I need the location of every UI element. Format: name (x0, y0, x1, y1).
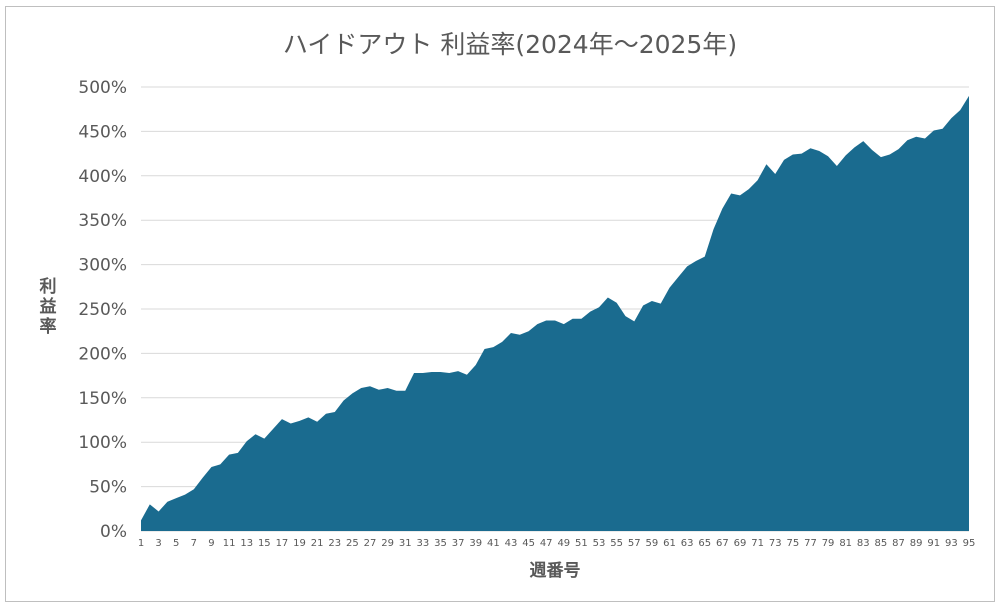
y-axis-label-char: 益 (40, 296, 57, 317)
y-axis-label-char: 利 (40, 276, 57, 297)
y-tick-label: 450% (78, 122, 127, 142)
y-axis-label: 利益率 (40, 276, 57, 337)
x-tick-label: 35 (434, 538, 447, 549)
x-tick-label: 87 (892, 538, 905, 549)
x-tick-label: 47 (540, 538, 553, 549)
x-tick-label: 13 (240, 538, 253, 549)
x-tick-label: 37 (452, 538, 465, 549)
y-tick-labels: 0% 50% 100% 150% 200% 250% 300% 350% 400% 450% 500… (78, 78, 127, 542)
x-tick-label: 29 (381, 538, 394, 549)
x-tick-label: 43 (505, 538, 518, 549)
profit-rate-area (141, 95, 969, 531)
x-tick-label: 21 (311, 538, 324, 549)
x-tick-label: 1 (138, 538, 144, 549)
y-tick-label: 100% (78, 433, 127, 453)
x-axis-label: 週番号 (530, 561, 581, 581)
y-tick-label: 250% (78, 300, 127, 320)
x-tick-label: 11 (223, 538, 236, 549)
x-tick-label: 19 (293, 538, 306, 549)
x-tick-label: 17 (276, 538, 289, 549)
y-tick-label: 400% (78, 167, 127, 187)
x-tick-label: 61 (663, 538, 676, 549)
chart-title: ハイドアウト 利益率(2024年～2025年) (283, 30, 737, 59)
x-tick-label: 53 (593, 538, 606, 549)
x-tick-label: 9 (208, 538, 214, 549)
x-tick-label: 3 (155, 538, 161, 549)
x-tick-label: 31 (399, 538, 412, 549)
x-tick-label: 55 (610, 538, 623, 549)
x-tick-label: 69 (734, 538, 747, 549)
x-tick-label: 57 (628, 538, 641, 549)
x-tick-labels: 1 3 5 7 9 11 13 15 17 19 21 23 25 27 29 31 33 35 37 39 41 43 4… (138, 538, 976, 549)
x-tick-label: 95 (963, 538, 976, 549)
x-tick-label: 25 (346, 538, 359, 549)
y-tick-label: 350% (78, 211, 127, 231)
x-tick-label: 5 (173, 538, 179, 549)
y-tick-label: 0% (100, 522, 127, 542)
x-tick-label: 73 (769, 538, 782, 549)
x-tick-label: 75 (786, 538, 799, 549)
y-tick-label: 150% (78, 389, 127, 409)
x-tick-label: 27 (364, 538, 377, 549)
x-tick-label: 59 (646, 538, 659, 549)
x-tick-label: 51 (575, 538, 588, 549)
x-tick-label: 41 (487, 538, 500, 549)
x-tick-label: 33 (417, 538, 430, 549)
x-tick-label: 93 (945, 538, 958, 549)
x-tick-label: 67 (716, 538, 729, 549)
x-tick-label: 15 (258, 538, 271, 549)
x-tick-label: 91 (927, 538, 940, 549)
x-tick-label: 7 (191, 538, 197, 549)
x-tick-label: 79 (822, 538, 835, 549)
x-tick-label: 63 (681, 538, 694, 549)
y-tick-label: 200% (78, 344, 127, 364)
x-tick-label: 39 (469, 538, 482, 549)
x-tick-label: 71 (751, 538, 764, 549)
x-tick-label: 45 (522, 538, 535, 549)
y-axis-label-char: 率 (40, 316, 57, 337)
y-tick-label: 300% (78, 256, 127, 276)
y-tick-label: 500% (78, 78, 127, 98)
x-tick-label: 83 (857, 538, 870, 549)
x-tick-label: 85 (875, 538, 888, 549)
x-tick-label: 65 (698, 538, 711, 549)
x-tick-label: 89 (910, 538, 923, 549)
x-tick-label: 81 (839, 538, 852, 549)
y-tick-label: 50% (89, 478, 127, 498)
x-tick-label: 23 (328, 538, 341, 549)
x-tick-label: 49 (557, 538, 570, 549)
x-tick-label: 77 (804, 538, 817, 549)
